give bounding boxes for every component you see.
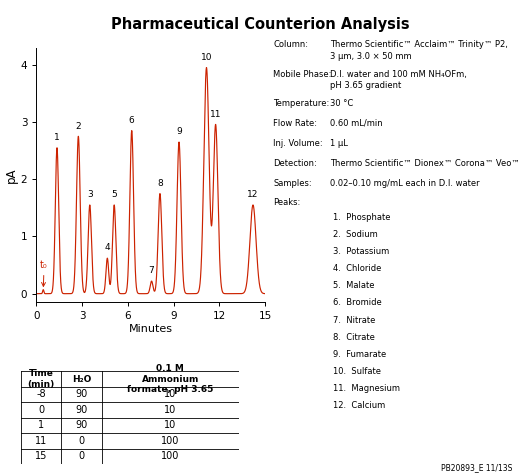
Text: Temperature:: Temperature:	[273, 99, 329, 108]
Text: Peaks:: Peaks:	[273, 198, 300, 208]
Text: 6: 6	[129, 116, 135, 125]
Text: 0: 0	[79, 436, 84, 446]
Text: 8: 8	[157, 179, 163, 188]
Text: Time
(min): Time (min)	[28, 369, 55, 389]
Text: Thermo Scientific™ Acclaim™ Trinity™ P2,
3 μm, 3.0 × 50 mm: Thermo Scientific™ Acclaim™ Trinity™ P2,…	[330, 40, 508, 60]
Text: 2: 2	[75, 121, 81, 130]
Text: Inj. Volume:: Inj. Volume:	[273, 139, 322, 148]
Text: 9: 9	[176, 127, 182, 136]
Text: 1: 1	[54, 133, 60, 142]
Text: 5.  Malate: 5. Malate	[333, 281, 374, 290]
Text: Flow Rate:: Flow Rate:	[273, 119, 317, 128]
Text: 100: 100	[161, 436, 179, 446]
Text: 4: 4	[105, 243, 110, 252]
Text: 90: 90	[75, 405, 87, 415]
Text: 12: 12	[248, 190, 258, 199]
X-axis label: Minutes: Minutes	[129, 324, 173, 334]
Text: 30 °C: 30 °C	[330, 99, 354, 108]
Text: D.I. water and 100 mM NH₄OFm,
pH 3.65 gradient: D.I. water and 100 mM NH₄OFm, pH 3.65 gr…	[330, 70, 467, 90]
Text: 10: 10	[164, 405, 176, 415]
Text: 15: 15	[35, 451, 47, 461]
Text: Thermo Scientific™ Dionex™ Corona™ Veo™: Thermo Scientific™ Dionex™ Corona™ Veo™	[330, 159, 520, 168]
Text: 7: 7	[149, 267, 154, 275]
Text: 10.  Sulfate: 10. Sulfate	[333, 367, 381, 376]
Text: Detection:: Detection:	[273, 159, 317, 168]
Text: PB20893_E 11/13S: PB20893_E 11/13S	[441, 463, 512, 472]
Text: 5: 5	[111, 190, 117, 199]
Text: 1: 1	[38, 420, 44, 430]
Text: 8.  Citrate: 8. Citrate	[333, 333, 375, 342]
Text: Pharmaceutical Counterion Analysis: Pharmaceutical Counterion Analysis	[111, 17, 409, 32]
Text: Column:: Column:	[273, 40, 308, 50]
Text: 11: 11	[210, 110, 222, 119]
Text: Samples:: Samples:	[273, 178, 311, 188]
Text: 10: 10	[164, 389, 176, 399]
Text: 0.02–0.10 mg/mL each in D.I. water: 0.02–0.10 mg/mL each in D.I. water	[330, 178, 480, 188]
Text: 3.  Potassium: 3. Potassium	[333, 247, 389, 256]
Text: 0.60 mL/min: 0.60 mL/min	[330, 119, 383, 128]
Text: 90: 90	[75, 389, 87, 399]
Text: 9.  Fumarate: 9. Fumarate	[333, 350, 386, 359]
Text: 1 μL: 1 μL	[330, 139, 348, 148]
Text: 90: 90	[75, 420, 87, 430]
Text: t₀: t₀	[40, 260, 48, 287]
Text: 12.  Calcium: 12. Calcium	[333, 401, 385, 410]
Text: 10: 10	[164, 420, 176, 430]
Y-axis label: pA: pA	[5, 167, 18, 183]
Text: 4.  Chloride: 4. Chloride	[333, 264, 381, 273]
Text: 3: 3	[87, 190, 93, 199]
Text: 10: 10	[201, 53, 212, 62]
Text: 0.1 M
Ammonium
formate, pH 3.65: 0.1 M Ammonium formate, pH 3.65	[127, 364, 214, 394]
Text: 6.  Bromide: 6. Bromide	[333, 298, 382, 307]
Text: 11: 11	[35, 436, 47, 446]
Text: 11.  Magnesium: 11. Magnesium	[333, 384, 400, 393]
Text: -8: -8	[36, 389, 46, 399]
Text: 0: 0	[38, 405, 44, 415]
Text: H₂O: H₂O	[72, 375, 91, 384]
Text: 1.  Phosphate: 1. Phosphate	[333, 213, 391, 222]
Text: 7.  Nitrate: 7. Nitrate	[333, 316, 375, 325]
Text: 100: 100	[161, 451, 179, 461]
Text: 0: 0	[79, 451, 84, 461]
Text: Mobile Phase:: Mobile Phase:	[273, 70, 331, 79]
Text: 2.  Sodium: 2. Sodium	[333, 230, 378, 239]
